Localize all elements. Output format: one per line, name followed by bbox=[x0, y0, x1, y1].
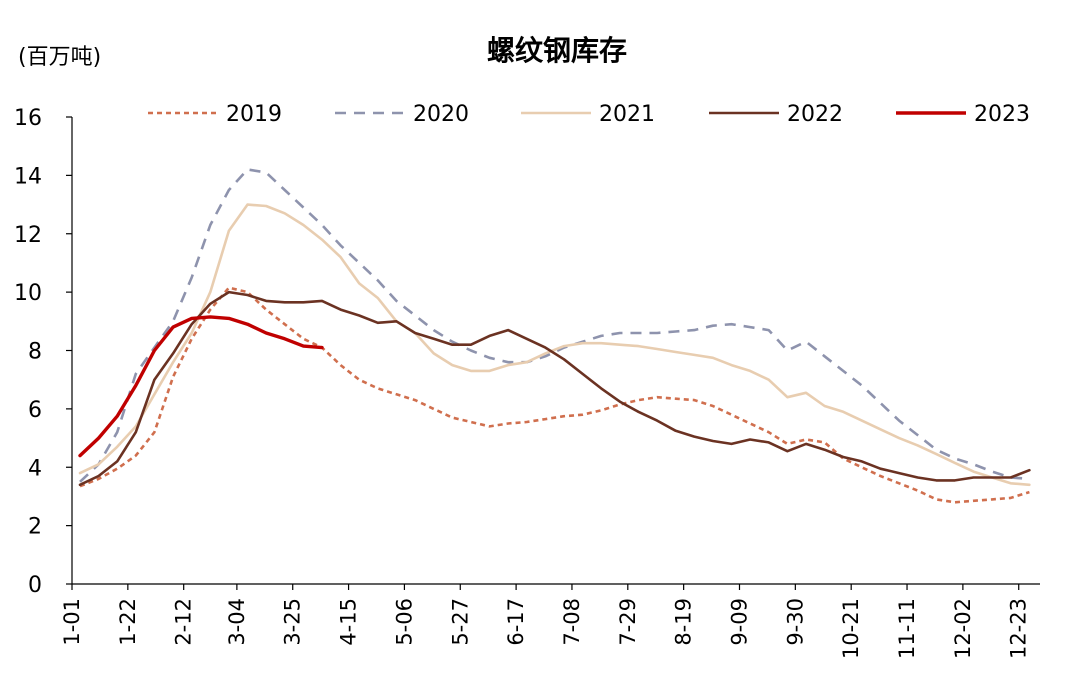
x-tick-label: 5-06 bbox=[392, 598, 416, 646]
y-unit-label: (百万吨) bbox=[18, 45, 101, 70]
x-tick-label: 7-08 bbox=[560, 598, 584, 646]
x-tick-label: 9-30 bbox=[783, 598, 807, 646]
y-tick-label: 14 bbox=[14, 164, 42, 189]
legend-label-2023: 2023 bbox=[974, 102, 1030, 127]
y-tick-label: 8 bbox=[28, 340, 42, 365]
x-tick-label: 9-09 bbox=[727, 598, 751, 646]
series-line-2020 bbox=[79, 168, 1030, 483]
x-tick-label: 12-02 bbox=[951, 598, 975, 659]
legend-label-2019: 2019 bbox=[226, 102, 282, 127]
series-line-2019 bbox=[79, 286, 1030, 504]
x-tick-label: 6-17 bbox=[504, 598, 528, 646]
x-axis: 1-01 1-22 2-12 3-04 3-25 4-15 5-06 5-27 6-17 7-08… bbox=[60, 583, 1040, 659]
x-tick-label: 12-23 bbox=[1007, 598, 1031, 659]
legend-label-2020: 2020 bbox=[413, 102, 469, 127]
x-tick-label: 4-15 bbox=[337, 598, 361, 646]
y-tick-label: 6 bbox=[28, 398, 42, 423]
y-tick-label: 2 bbox=[28, 515, 42, 540]
legend-label-2021: 2021 bbox=[599, 102, 655, 127]
x-tick-label: 8-19 bbox=[672, 598, 696, 646]
x-tick-label: 1-01 bbox=[60, 598, 84, 646]
y-tick-label: 0 bbox=[28, 573, 42, 598]
x-tick-label: 1-22 bbox=[116, 598, 140, 646]
x-tick-label: 3-25 bbox=[281, 598, 305, 646]
y-axis: 0 2 4 6 8 10 12 14 16 bbox=[14, 106, 73, 598]
series-line-2023 bbox=[78, 315, 324, 458]
y-tick-label: 10 bbox=[14, 281, 42, 306]
x-tick-label: 5-27 bbox=[448, 598, 472, 646]
x-tick-label: 3-04 bbox=[225, 598, 249, 646]
x-tick-label: 7-29 bbox=[616, 598, 640, 646]
chart-title: 螺纹钢库存 bbox=[487, 34, 627, 67]
legend: 2019 2020 2021 2022 2023 bbox=[148, 102, 1030, 127]
series-line-2021 bbox=[78, 203, 1031, 487]
x-tick-label: 11-11 bbox=[895, 598, 919, 659]
y-tick-label: 4 bbox=[28, 456, 42, 481]
x-tick-label: 2-12 bbox=[172, 598, 196, 646]
y-tick-label: 16 bbox=[14, 106, 42, 131]
legend-label-2022: 2022 bbox=[787, 102, 843, 127]
series-layer bbox=[78, 168, 1031, 504]
y-tick-label: 12 bbox=[14, 223, 42, 248]
x-tick-label: 10-21 bbox=[839, 598, 863, 659]
series-line-2022 bbox=[78, 290, 1031, 487]
